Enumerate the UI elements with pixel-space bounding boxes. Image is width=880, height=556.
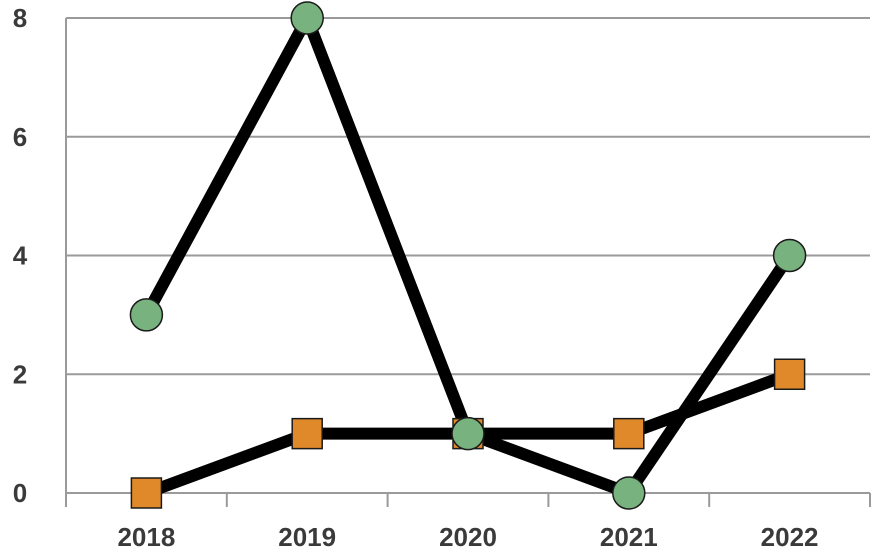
x-tick-label-2021: 2021 [600, 522, 658, 552]
y-tick-label-6: 6 [13, 122, 27, 152]
series-2-point-2021 [613, 417, 645, 450]
series-2-point-2019 [291, 417, 323, 450]
axes [65, 18, 871, 507]
y-tick-label-2: 2 [13, 359, 27, 389]
series-1-point-2019 [290, 1, 324, 35]
series-1-point-2021 [612, 476, 646, 510]
y-tick-label-0: 0 [13, 478, 27, 508]
x-tick-label-2022: 2022 [761, 522, 819, 552]
series-1-point-2022 [772, 238, 807, 273]
series-2-point-2018 [130, 477, 163, 509]
x-tick-label-2018: 2018 [117, 522, 175, 552]
y-tick-label-4: 4 [13, 241, 28, 271]
series-2-point-2022 [773, 358, 806, 390]
x-tick-label-2020: 2020 [439, 522, 497, 552]
y-tick-labels: 0 2 4 6 8 [13, 3, 28, 508]
x-tick-labels: 2018 2019 2020 2021 2022 [117, 522, 818, 552]
y-tick-label-8: 8 [13, 3, 27, 33]
series-markers [129, 1, 807, 510]
x-tick-label-2019: 2019 [278, 522, 336, 552]
series-1-point-2018 [129, 298, 164, 332]
series-1-point-2020 [451, 416, 485, 451]
grid-lines [66, 17, 870, 376]
